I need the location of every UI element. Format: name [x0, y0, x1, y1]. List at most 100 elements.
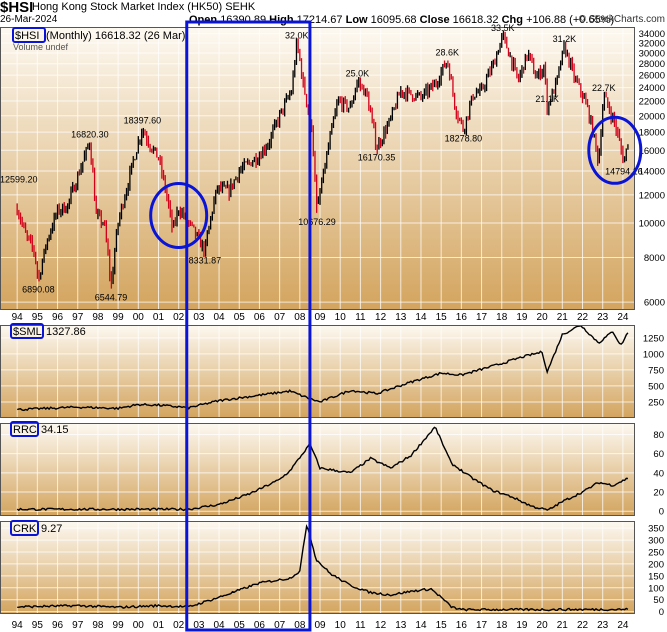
- x-tick-label: 98: [92, 312, 104, 323]
- x-tick-label: 08: [294, 620, 306, 631]
- legend-highlight: [10, 520, 39, 536]
- close-value: 16618.32: [452, 14, 499, 26]
- x-tick-label: 17: [476, 312, 488, 323]
- chart-date: 26-Mar-2024: [0, 14, 58, 25]
- series-line: [17, 523, 629, 612]
- x-tick-label: 20: [537, 312, 549, 323]
- price-annotation: 16820.30: [71, 130, 109, 140]
- x-tick-label: 95: [32, 620, 44, 631]
- y-tick-label: 350: [648, 524, 664, 535]
- y-tick-label: 34000: [639, 29, 665, 40]
- y-tick-label: 16000: [639, 146, 665, 157]
- x-tick-label: 14: [415, 312, 427, 323]
- legend-value: 9.27: [41, 523, 62, 535]
- x-tick-label: 97: [72, 620, 84, 631]
- x-tick-label: 01: [153, 620, 165, 631]
- y-tick-label: 24000: [639, 83, 665, 94]
- x-tick-label: 94: [12, 312, 24, 323]
- y-tick-label: 12000: [639, 190, 665, 201]
- x-tick-label: 15: [436, 312, 448, 323]
- panel-frame: [0, 27, 635, 310]
- x-tick-label: 23: [597, 312, 609, 323]
- panel-frame: [0, 521, 635, 614]
- x-tick-label: 07: [274, 312, 286, 323]
- y-tick-label: 80: [653, 430, 664, 441]
- y-tick-label: 250: [648, 548, 664, 559]
- y-tick-label: 50: [653, 595, 664, 606]
- x-tick-label: 96: [52, 312, 64, 323]
- index-name: Hong Kong Stock Market Index (HK50): [32, 1, 223, 13]
- y-tick-label: 26000: [639, 71, 665, 82]
- chart-name: Hong Kong Stock Market Index (HK50) SEHK: [32, 1, 255, 13]
- x-tick-label: 14: [415, 620, 427, 631]
- price-annotation: 33.5K: [491, 23, 515, 33]
- x-tick-label: 10: [335, 620, 347, 631]
- y-tick-label: 28000: [639, 59, 665, 70]
- low-value: 16095.68: [370, 14, 417, 26]
- panel-frame: [0, 423, 635, 516]
- x-tick-label: 07: [274, 620, 286, 631]
- legend-sub: Volume undef: [13, 42, 69, 52]
- panel-background: [0, 325, 635, 418]
- y-tick-label: 200: [648, 559, 664, 570]
- x-tick-label: 24: [617, 312, 629, 323]
- y-tick-label: 1000: [643, 349, 664, 360]
- x-tick-label: 94: [12, 620, 24, 631]
- price-annotation: 6544.79: [95, 293, 128, 303]
- x-tick-label: 04: [214, 312, 226, 323]
- x-tick-label: 13: [395, 312, 407, 323]
- x-tick-label: 17: [476, 620, 488, 631]
- price-annotation: 25.0K: [346, 68, 370, 78]
- price-annotation: 18397.60: [124, 116, 162, 126]
- x-tick-label: 97: [72, 312, 84, 323]
- price-annotation: 12599.20: [0, 174, 38, 184]
- x-tick-label: 18: [496, 620, 508, 631]
- x-tick-label: 06: [254, 312, 266, 323]
- x-tick-label: 15: [436, 620, 448, 631]
- y-tick-label: 20000: [639, 111, 665, 122]
- brand-link[interactable]: © StockCharts.com: [578, 14, 665, 25]
- y-tick-label: 1250: [643, 333, 664, 344]
- series-line: [16, 426, 628, 512]
- x-tick-label: 11: [355, 312, 366, 323]
- legend-symbol: RRC: [13, 424, 37, 436]
- x-tick-label: 00: [133, 620, 145, 631]
- x-tick-label: 96: [52, 620, 64, 631]
- x-tick-label: 19: [516, 312, 528, 323]
- legend-value: 34.15: [41, 424, 69, 436]
- panel-background: [0, 521, 635, 614]
- price-annotation: 21.1K: [535, 94, 559, 104]
- legend-symbol: $HSI: [15, 30, 39, 42]
- x-tick-label: 99: [113, 312, 125, 323]
- x-tick-label: 23: [597, 620, 609, 631]
- price-annotation: 28.6K: [435, 48, 459, 58]
- highlight-ellipse: [587, 115, 643, 185]
- y-tick-label: 250: [648, 397, 664, 408]
- legend-text: (Monthly) 16618.32 (26 Mar): [46, 30, 185, 42]
- x-tick-label: 19: [516, 620, 528, 631]
- price-annotation: 8331.87: [189, 255, 222, 265]
- legend-highlight: [10, 421, 39, 437]
- legend-symbol: $SML: [13, 326, 42, 338]
- x-tick-label: 20: [537, 620, 549, 631]
- y-tick-label: 32000: [639, 39, 665, 50]
- chg-label: Chg: [501, 14, 523, 26]
- highlight-rectangle: [185, 20, 312, 632]
- y-tick-label: 150: [648, 571, 664, 582]
- x-tick-label: 99: [113, 620, 125, 631]
- price-annotation: 14794.16: [605, 166, 643, 176]
- y-tick-label: 22000: [639, 97, 665, 108]
- x-tick-label: 16: [456, 620, 468, 631]
- x-tick-label: 22: [577, 312, 589, 323]
- y-tick-label: 18000: [639, 128, 665, 139]
- legend-highlight: [12, 27, 46, 43]
- y-tick-label: 300: [648, 536, 664, 547]
- panel-background: [0, 423, 635, 516]
- x-tick-label: 98: [92, 620, 104, 631]
- x-tick-label: 10: [335, 312, 347, 323]
- x-tick-label: 05: [234, 312, 246, 323]
- x-tick-label: 03: [193, 620, 205, 631]
- chg-value: +106.88 (+0.65%): [526, 14, 615, 26]
- y-tick-label: 100: [648, 583, 664, 594]
- x-tick-label: 02: [173, 620, 185, 631]
